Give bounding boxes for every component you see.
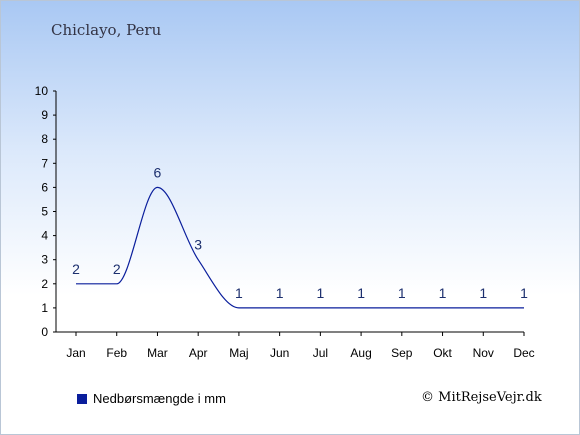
- data-label: 1: [276, 285, 284, 301]
- x-tick-label: Maj: [229, 346, 248, 360]
- series-line: [75, 186, 524, 309]
- data-label: 1: [520, 285, 528, 301]
- data-label: 6: [154, 164, 162, 180]
- data-label: 1: [316, 285, 324, 301]
- data-label: 2: [72, 261, 80, 277]
- x-tick-label: Jan: [66, 346, 85, 360]
- legend-label: Nedbørsmængde i mm: [93, 391, 226, 406]
- y-tick-label: 8: [41, 132, 48, 146]
- y-tick-label: 10: [35, 84, 49, 98]
- data-label: 1: [439, 285, 447, 301]
- data-label: 2: [113, 261, 121, 277]
- data-label-layer: 2 2 6 3 1 1 1 1 1 1 1 1: [72, 164, 528, 301]
- legend: Nedbørsmængde i mm: [77, 391, 226, 406]
- series-line-layer: [75, 186, 524, 309]
- x-tick-label: Mar: [147, 346, 168, 360]
- y-tick-label: 0: [41, 325, 48, 339]
- x-tick-label: Apr: [189, 346, 208, 360]
- y-tick-label: 3: [41, 253, 48, 267]
- x-tick-label: Dec: [513, 346, 534, 360]
- x-tick-label: Nov: [473, 346, 494, 360]
- y-tick-label: 9: [41, 108, 48, 122]
- data-label: 1: [398, 285, 406, 301]
- x-tick-label: Feb: [106, 346, 127, 360]
- y-tick-label: 4: [41, 229, 48, 243]
- data-label: 1: [235, 285, 243, 301]
- credit-text: © MitRejseVejr.dk: [421, 390, 542, 405]
- x-tick-label: Sep: [391, 346, 413, 360]
- chart-title: Chiclayo, Peru: [51, 21, 162, 39]
- y-tick-label: 7: [41, 156, 48, 170]
- y-tick-label: 5: [41, 205, 48, 219]
- data-label: 3: [194, 237, 202, 253]
- y-tick-label: 2: [41, 277, 48, 291]
- x-tick-label: Jul: [313, 346, 328, 360]
- legend-swatch: [77, 393, 87, 404]
- x-tick-label: Okt: [433, 346, 452, 360]
- axes: 0 1 2 3 4 5 6 7 8 9 10 Jan Feb Mar Apr Maj Jun Jul Aug Sep O…: [35, 84, 535, 360]
- data-label: 1: [357, 285, 365, 301]
- y-tick-label: 1: [41, 301, 48, 315]
- y-tick-label: 6: [41, 180, 48, 194]
- data-label: 1: [479, 285, 487, 301]
- x-tick-label: Jun: [270, 346, 289, 360]
- x-tick-label: Aug: [350, 346, 371, 360]
